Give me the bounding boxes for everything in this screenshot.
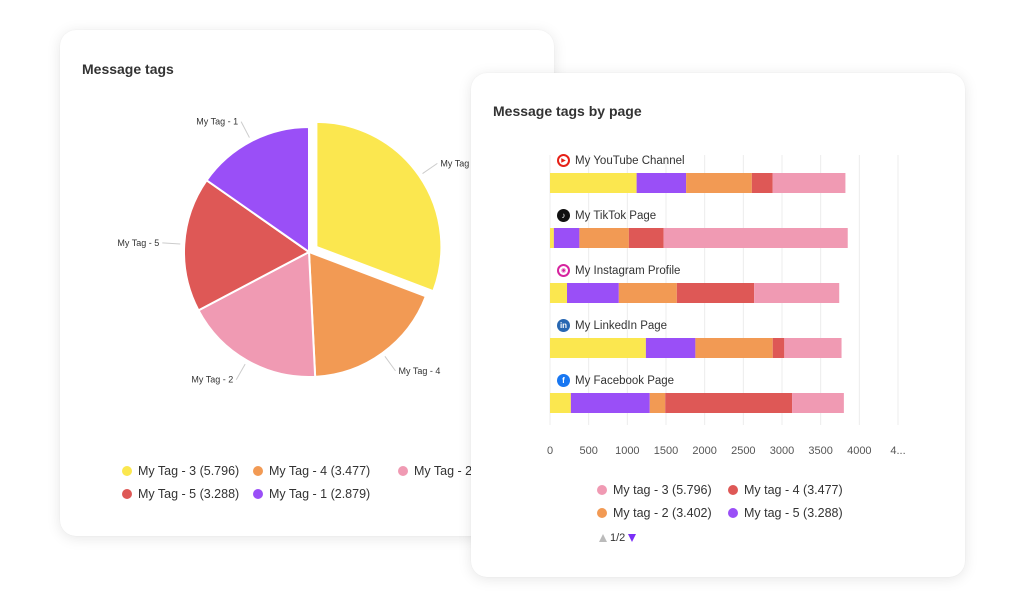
bar-segment-my-tag-3[interactable] [663,228,848,248]
pie-slice-label: My Tag - 5 [117,238,159,248]
pie-slice-label: My Tag - 1 [196,117,238,127]
bar-segment-my-tag-1[interactable] [550,228,554,248]
legend-label: My Tag - 4 (3.477) [269,464,371,478]
legend-dot-icon [597,508,607,518]
x-tick-label: 0 [547,445,553,457]
pie-slice-label: My Tag - 2 [191,375,233,385]
bar-segment-my-tag-3[interactable] [784,338,842,358]
legend-dot-icon [728,485,738,495]
stacked-bar-chart: 0 500 1000 1500 2000 2500 3000 3500 4000 4... [547,155,906,457]
x-tick-label: 500 [579,445,597,457]
bar-segment-my-tag-4[interactable] [665,393,793,413]
legend-dot-icon [398,466,408,476]
pie-leader-line [162,242,181,245]
message-tags-by-page-card: Message tags by page 0 500 1000 1500 2000 250… [471,73,965,577]
bar-card-title: Message tags by page [493,103,642,119]
pie-slice-my-tag-4[interactable] [307,250,428,378]
pie-chart: My Tag - 3 My Tag - 4 My Tag - 2 My Tag - 5… [117,117,482,385]
pie-slice-my-tag-3[interactable] [315,120,443,293]
legend-dot-icon [253,466,263,476]
bar-segment-my-tag-1[interactable] [550,283,568,303]
pager-up-icon[interactable] [599,534,607,542]
page-name: My YouTube Channel [575,154,685,167]
pie-slice-my-tag-2[interactable] [197,250,317,378]
x-tick-label: 3000 [770,445,794,457]
bar-segment-my-tag-2[interactable] [686,173,752,193]
page-name: My LinkedIn Page [575,319,668,332]
x-tick-label: 1000 [615,445,639,457]
pie-legend-item[interactable]: My Tag - 4 (3.477) [253,464,370,478]
x-tick-label: 4... [890,445,905,457]
legend-label: My tag - 3 (5.796) [613,483,712,497]
page-name: My Instagram Profile [575,264,681,277]
pager-text: 1/2 [610,532,626,544]
pie-leader-line [384,356,396,372]
bar-segment-my-tag-2[interactable] [618,283,677,303]
legend-label: My tag - 2 (3.402) [613,506,712,520]
bar-segment-my-tag-5[interactable] [645,338,696,358]
bar-segment-my-tag-4[interactable] [628,228,664,248]
legend-pager: 1/2 [599,532,637,544]
bar-segment-my-tag-4[interactable] [772,338,785,358]
x-tick-label: 3500 [808,445,832,457]
pie-slice-label: My Tag - 3 [440,158,482,168]
pie-leader-line [235,363,246,380]
bar-segment-my-tag-3[interactable] [754,283,840,303]
legend-dot-icon [122,466,132,476]
pie-legend-item[interactable]: My Tag - 5 (3.288) [122,487,239,501]
legend-label: My Tag - 5 (3.288) [138,487,240,501]
x-tick-label: 2500 [731,445,755,457]
bar-legend-item[interactable]: My tag - 2 (3.402) [597,506,712,520]
bar-segment-my-tag-1[interactable] [550,173,637,193]
legend-dot-icon [253,489,263,499]
facebook-icon: f [557,374,570,387]
pie-leader-line [422,162,438,174]
youtube-icon: ▶ [557,154,570,167]
bar-segment-my-tag-3[interactable] [772,173,846,193]
bar-segment-my-tag-4[interactable] [751,173,773,193]
page-name: My Facebook Page [575,374,675,387]
x-tick-label: 1500 [654,445,678,457]
instagram-icon: ◉ [557,264,570,277]
pie-legend-item[interactable]: My Tag - 1 (2.879) [253,487,370,501]
page-label: f My Facebook Page [557,374,674,387]
bar-segment-my-tag-1[interactable] [550,393,571,413]
pie-legend-item[interactable]: My Tag - 3 (5.796) [122,464,239,478]
bar-segment-my-tag-2[interactable] [579,228,629,248]
bar-segment-my-tag-5[interactable] [553,228,580,248]
bar-segment-my-tag-3[interactable] [792,393,844,413]
bar-segment-my-tag-5[interactable] [636,173,687,193]
bar-segment-my-tag-1[interactable] [550,338,646,358]
x-tick-label: 2000 [692,445,716,457]
legend-label: My Tag - 1 (2.879) [269,487,371,501]
bar-segment-my-tag-4[interactable] [676,283,755,303]
bar-segment-my-tag-2[interactable] [695,338,773,358]
page-label: ▶ My YouTube Channel [557,154,685,167]
legend-dot-icon [728,508,738,518]
pager-down-icon[interactable] [628,534,637,542]
legend-dot-icon [597,485,607,495]
pie-slice-my-tag-5[interactable] [183,178,311,312]
bar-segment-my-tag-2[interactable] [649,393,666,413]
pie-card-title: Message tags [82,61,174,77]
bar-legend-item[interactable]: My tag - 4 (3.477) [728,483,843,497]
legend-label: My Tag - 3 (5.796) [138,464,240,478]
pie-leader-line [240,121,250,138]
tiktok-icon: ♪ [557,209,570,222]
page-label: in My LinkedIn Page [557,319,667,332]
pie-slice-label: My Tag - 4 [398,366,440,376]
bar-legend-item[interactable]: My tag - 5 (3.288) [728,506,843,520]
page-label: ♪ My TikTok Page [557,209,656,222]
bar-segment-my-tag-5[interactable] [570,393,650,413]
linkedin-icon: in [557,319,570,332]
legend-label: My tag - 5 (3.288) [744,506,843,520]
bar-segment-my-tag-5[interactable] [567,283,619,303]
legend-label: My tag - 4 (3.477) [744,483,843,497]
pie-slice-my-tag-1[interactable] [205,125,310,254]
legend-dot-icon [122,489,132,499]
page-label: ◉ My Instagram Profile [557,264,680,277]
page-name: My TikTok Page [575,209,657,222]
x-tick-label: 4000 [847,445,871,457]
bar-legend-item[interactable]: My tag - 3 (5.796) [597,483,712,497]
